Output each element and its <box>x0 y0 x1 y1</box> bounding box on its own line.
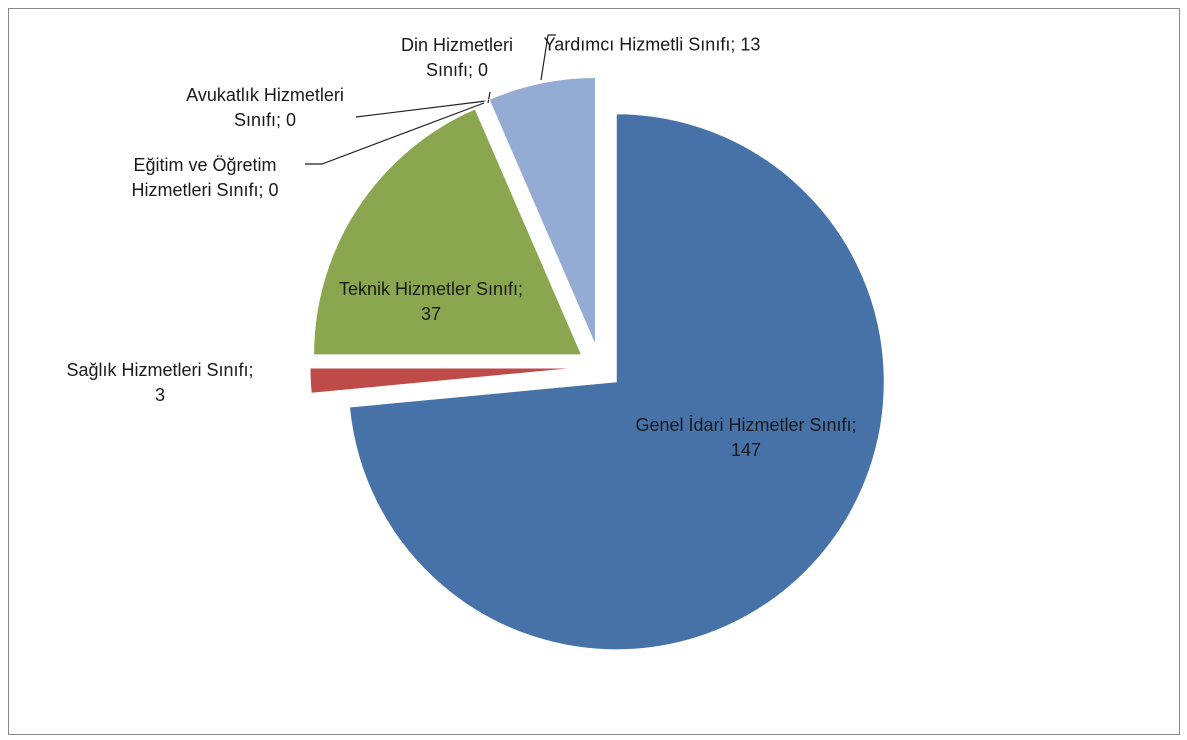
label-category: Din Hizmetleri Sınıfı <box>400 35 514 80</box>
label-value: 0 <box>478 60 489 80</box>
leader-line <box>540 34 556 81</box>
leader-line <box>487 91 491 104</box>
pie-slice <box>488 76 597 346</box>
label-category: Genel İdari Hizmetler Sınıfı <box>635 415 852 435</box>
label-value: 147 <box>730 440 762 460</box>
label-separator: ; <box>730 34 741 55</box>
label-category: Avukatlık Hizmetleri Sınıfı <box>186 85 344 130</box>
label-category: Eğitim ve Öğretim Hizmetleri Sınıfı <box>131 155 277 200</box>
label-category: Teknik Hizmetler Sınıfı <box>338 279 519 299</box>
leader-lines <box>305 34 556 165</box>
label-value: 13 <box>740 34 761 55</box>
label-separator: ; <box>851 415 862 435</box>
label-value: 3 <box>154 385 165 405</box>
label-category: Yardımcı Hizmetli Sınıfı <box>543 34 731 55</box>
label-value: 0 <box>268 180 279 200</box>
label-value: 0 <box>286 110 297 130</box>
label-category: Sağlık Hizmetleri Sınıfı <box>66 360 249 380</box>
label-separator: ; <box>468 60 479 80</box>
data-label: Teknik Hizmetler Sınıfı; 37 <box>331 277 531 327</box>
data-label: Din Hizmetleri Sınıfı; 0 <box>387 33 527 83</box>
leader-line <box>305 102 485 165</box>
data-label: Yardımcı Hizmetli Sınıfı; 13 <box>542 33 762 58</box>
pie-slice <box>309 367 579 394</box>
pie-slice <box>313 108 583 356</box>
data-label: Avukatlık Hizmetleri Sınıfı; 0 <box>185 83 345 133</box>
label-separator: ; <box>276 110 287 130</box>
data-label: Eğitim ve Öğretim Hizmetleri Sınıfı; 0 <box>95 153 315 203</box>
data-label: Genel İdari Hizmetler Sınıfı; 147 <box>626 413 866 463</box>
label-value: 37 <box>420 304 442 324</box>
label-separator: ; <box>248 360 259 380</box>
data-label: Sağlık Hizmetleri Sınıfı; 3 <box>60 358 260 408</box>
pie-slice <box>348 113 885 651</box>
label-separator: ; <box>258 180 269 200</box>
label-separator: ; <box>518 279 529 299</box>
leader-line <box>355 100 487 118</box>
